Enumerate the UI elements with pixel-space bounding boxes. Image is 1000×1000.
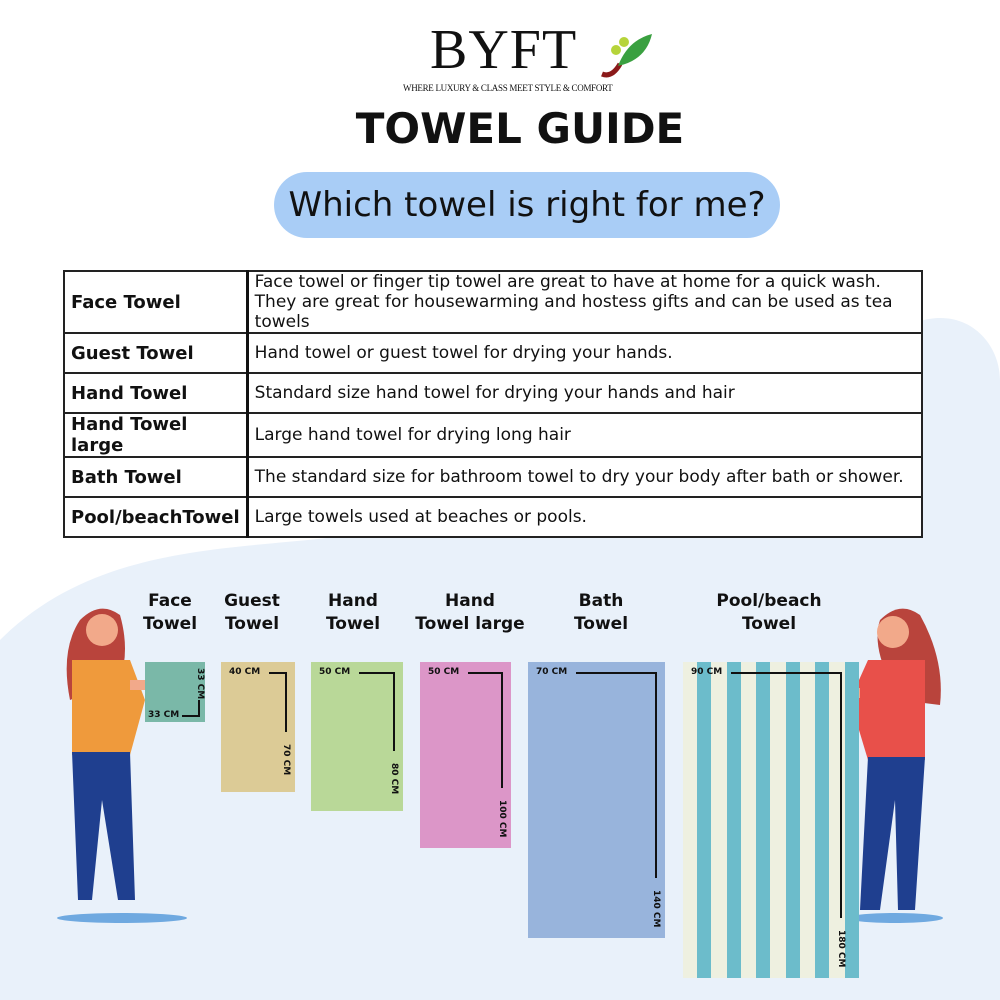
towel-stripe (815, 662, 829, 978)
towel-stripe (844, 662, 859, 978)
towel-label-line2: Towel (741, 614, 797, 634)
towel-label-line2: Towel (325, 614, 381, 634)
towel-description: Face towel or finger tip towel are great… (246, 270, 923, 334)
towel-name: Hand Towel (62, 372, 249, 414)
towel-label-line2: Towel (224, 614, 280, 634)
brand-tagline: WHERE LUXURY & CLASS MEET STYLE & COMFOR… (403, 83, 613, 93)
towel-label-line1: Hand (445, 591, 495, 611)
towel-5 (683, 662, 859, 978)
woman-right-illustration (835, 608, 941, 910)
table-row: Bath Towel The standard size for bathroom… (62, 456, 923, 498)
towel-3 (420, 662, 511, 848)
towel-2 (311, 662, 403, 811)
length-dimension: 180 CM (836, 930, 846, 968)
towel-label-line1: Guest (224, 591, 280, 611)
towel-label-line1: Bath (578, 591, 624, 611)
towel-4 (528, 662, 665, 938)
towel-label: Face Towel (100, 590, 240, 636)
towel-1 (221, 662, 295, 792)
width-dimension: 40 CM (229, 667, 261, 677)
towel-label-line2: Towel (142, 614, 198, 634)
towel-description: Large towels used at beaches or pools. (246, 496, 923, 538)
towel-name: Pool/beachTowel (62, 496, 249, 538)
towel-stripe (785, 662, 800, 978)
towel-stripe (756, 662, 770, 978)
woman-left-illustration (66, 608, 155, 900)
table-row: Hand Towel Standard size hand towel for d… (62, 372, 923, 414)
leaf-logo-icon (601, 34, 652, 78)
towel-label-line1: Face (148, 591, 192, 611)
width-dimension: 90 CM (691, 667, 723, 677)
towel-label-line2: Towel (573, 614, 629, 634)
towel-description: Large hand towel for drying long hair (246, 412, 923, 458)
length-dimension: 80 CM (389, 763, 399, 795)
towel-table: Face Towel Face towel or finger tip towel… (62, 270, 923, 538)
towel-label: Bath Towel (531, 590, 671, 636)
towel-stripe (726, 662, 741, 978)
table-row: Hand Towel large Large hand towel for dry… (62, 412, 923, 458)
table-row: Face Towel Face towel or finger tip towel… (62, 270, 923, 334)
towel-label-line2: Towel large (415, 614, 525, 634)
width-dimension: 50 CM (428, 667, 460, 677)
length-dimension: 70 CM (281, 744, 291, 776)
towel-description: The standard size for bathroom towel to … (246, 456, 923, 498)
width-dimension: 33 CM (148, 710, 180, 720)
towel-label: Hand Towel large (400, 590, 540, 636)
brand-logo: BYFT (430, 19, 578, 81)
towel-label-line1: Hand (328, 591, 378, 611)
page-title: TOWEL GUIDE (355, 104, 685, 153)
length-dimension: 100 CM (497, 800, 507, 838)
towel-0 (145, 662, 205, 722)
towel-description: Hand towel or guest towel for drying you… (246, 332, 923, 374)
subtitle-pill: Which towel is right for me? (274, 172, 780, 238)
towel-name: Bath Towel (62, 456, 249, 498)
table-row: Pool/beachTowel Large towels used at beac… (62, 496, 923, 538)
towel-label: Guest Towel (182, 590, 322, 636)
towel-description: Standard size hand towel for drying your… (246, 372, 923, 414)
towel-label: Hand Towel (283, 590, 423, 636)
towel-stripe (697, 662, 711, 978)
table-row: Guest Towel Hand towel or guest towel for… (62, 332, 923, 374)
width-dimension: 50 CM (319, 667, 351, 677)
towel-label-line1: Pool/beach (716, 591, 822, 611)
towel-name: Face Towel (62, 270, 249, 334)
width-dimension: 70 CM (536, 667, 568, 677)
length-dimension: 33 CM (195, 668, 205, 700)
length-dimension: 140 CM (651, 890, 661, 928)
towel-label: Pool/beach Towel (699, 590, 839, 636)
towel-name: Hand Towel large (62, 412, 249, 458)
towel-name: Guest Towel (62, 332, 249, 374)
